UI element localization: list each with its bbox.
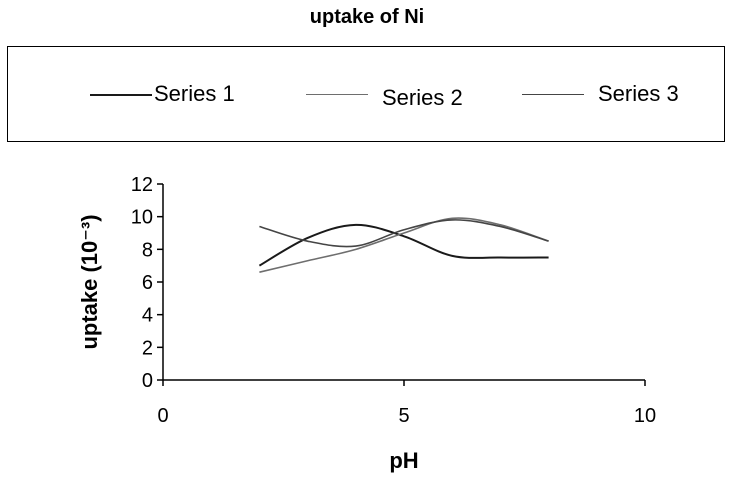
y-tick-label-4: 4 (142, 305, 153, 327)
legend-swatch-series-2 (306, 94, 368, 95)
x-axis-title: pH (389, 448, 418, 473)
y-tick-label-12: 12 (131, 174, 153, 196)
series-line-2 (259, 217, 549, 273)
legend-label-series-2: Series 2 (382, 85, 463, 110)
y-tick-label-2: 2 (142, 337, 153, 359)
x-tick-label-0: 0 (157, 405, 168, 427)
series-lines (258, 217, 549, 273)
legend-swatch-series-3 (522, 94, 584, 95)
x-ticks: 0 5 10 (157, 380, 656, 427)
chart-title: uptake of Ni (309, 6, 425, 28)
y-ticks: 0 2 4 6 8 10 12 (131, 174, 163, 392)
legend-label-series-1: Series 1 (154, 81, 235, 106)
y-axis-title: uptake (10⁻³) (77, 214, 102, 349)
series-line-1 (258, 223, 549, 267)
legend-swatch-series-1 (90, 94, 152, 96)
y-tick-label-0: 0 (142, 370, 153, 392)
x-tick-label-5: 5 (398, 405, 409, 427)
y-tick-label-8: 8 (142, 239, 153, 261)
legend-label-series-3: Series 3 (598, 81, 679, 106)
y-tick-label-10: 10 (131, 207, 153, 229)
x-tick-label-10: 10 (634, 405, 656, 427)
series-line-3 (259, 219, 549, 248)
legend: Series 1 Series 2 Series 3 (7, 46, 725, 142)
y-tick-label-6: 6 (142, 272, 153, 294)
